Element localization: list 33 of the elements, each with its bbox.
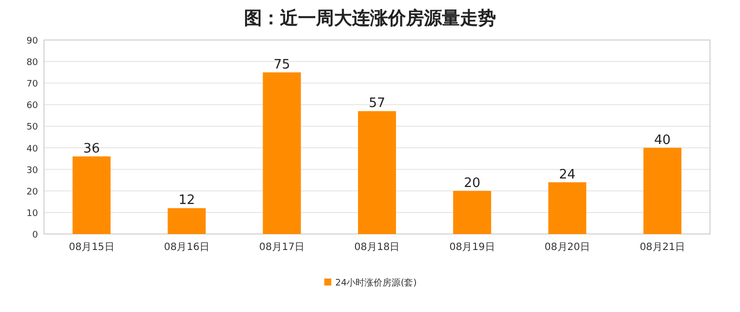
data-label: 24 bbox=[559, 167, 576, 182]
data-label: 12 bbox=[178, 193, 195, 208]
data-label: 20 bbox=[464, 176, 480, 191]
data-label: 75 bbox=[274, 57, 290, 72]
x-tick-label: 08月21日 bbox=[640, 242, 686, 253]
bar bbox=[643, 148, 682, 234]
bar bbox=[358, 111, 396, 234]
x-tick-label: 08月15日 bbox=[68, 242, 114, 253]
y-tick-label: 20 bbox=[26, 187, 38, 198]
y-tick-label: 30 bbox=[26, 166, 38, 176]
y-tick-label: 0 bbox=[32, 230, 38, 240]
data-label: 36 bbox=[83, 141, 100, 156]
bar bbox=[72, 156, 111, 234]
y-tick-label: 10 bbox=[26, 208, 38, 219]
x-tick-label: 08月19日 bbox=[449, 242, 495, 253]
y-tick-label: 70 bbox=[26, 80, 38, 90]
y-tick-label: 90 bbox=[26, 36, 38, 46]
data-label: 57 bbox=[368, 96, 386, 112]
bar bbox=[453, 190, 492, 234]
bar bbox=[548, 182, 586, 234]
y-tick-label: 40 bbox=[26, 144, 38, 154]
bar bbox=[262, 72, 301, 234]
legend-label: 24小时涨价房源(套) bbox=[335, 278, 417, 288]
x-tick-label: 08月20日 bbox=[544, 242, 590, 253]
x-tick-label: 08月16日 bbox=[164, 242, 210, 253]
y-tick-label: 60 bbox=[26, 101, 38, 112]
chart-title: 图：近一周大连涨价房源量走势 bbox=[244, 8, 496, 29]
y-tick-label: 50 bbox=[26, 122, 38, 133]
data-label: 40 bbox=[654, 132, 671, 148]
x-tick-label: 08月18日 bbox=[354, 242, 400, 253]
x-tick-label: 08月17日 bbox=[259, 242, 305, 253]
bar bbox=[168, 208, 206, 234]
y-tick-label: 80 bbox=[26, 58, 38, 68]
